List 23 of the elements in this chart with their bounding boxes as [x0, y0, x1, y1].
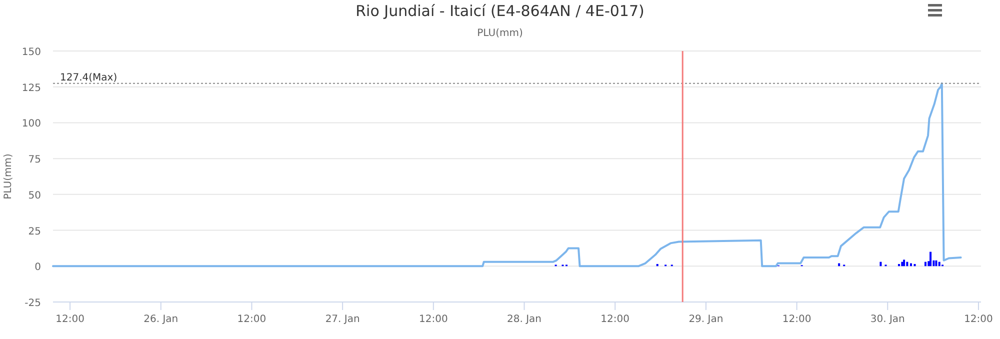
y-axis-title: PLU(mm)	[3, 154, 14, 200]
y-tick-label: 100	[22, 118, 41, 130]
chart-title: Rio Jundiaí - Itaicí (E4-864AN / 4E-017)	[356, 2, 644, 20]
y-tick-label: 150	[22, 47, 41, 58]
x-tick-label: 12:00	[782, 314, 812, 325]
ref-line-label: 127.4(Max)	[60, 72, 118, 84]
x-tick-label: 27. Jan	[325, 314, 360, 325]
y-tick-label: 125	[22, 82, 41, 94]
x-tick-label: 12:00	[964, 314, 993, 325]
x-tick-label: 12:00	[237, 314, 266, 325]
y-tick-label: 75	[28, 154, 41, 166]
x-tick-label: 12:00	[600, 314, 630, 325]
x-tick-label: 29. Jan	[688, 314, 724, 325]
x-tick-label: 12:00	[418, 314, 448, 325]
x-tick-label: 26. Jan	[144, 314, 178, 325]
y-tick-label: 25	[28, 226, 41, 238]
y-tick-label: 50	[28, 190, 41, 202]
x-tick-label: 30. Jan	[870, 314, 905, 325]
x-tick-label: 28. Jan	[507, 314, 542, 325]
x-tick-label: 12:00	[56, 314, 84, 325]
chart-subtitle: PLU(mm)	[477, 28, 523, 39]
y-tick-label: 0	[34, 262, 41, 274]
y-tick-label: -25	[24, 298, 41, 309]
